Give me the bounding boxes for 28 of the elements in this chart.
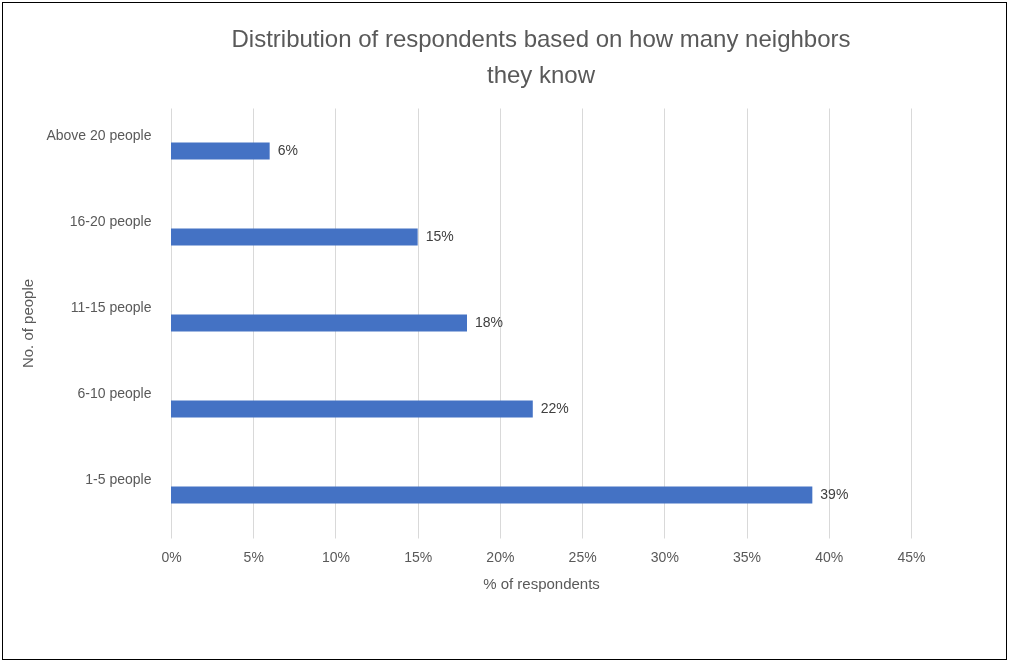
bar (171, 228, 418, 246)
x-tick-label: 45% (897, 548, 926, 565)
x-tick-label: 10% (321, 548, 350, 565)
y-tick-label: Above 20 people (46, 127, 152, 143)
x-tick-label: 0% (161, 548, 182, 565)
x-tick-label: 30% (650, 548, 679, 565)
data-label: 39% (820, 486, 849, 502)
x-tick-label: 25% (568, 548, 597, 565)
y-tick-label: 11-15 people (70, 299, 152, 315)
data-label: 18% (475, 314, 504, 330)
y-axis-title: No. of people (19, 278, 37, 369)
chart-title: Distribution of respondents based on how many neighbors they know (231, 25, 851, 88)
bar (171, 142, 270, 160)
bar (171, 400, 533, 418)
y-tick-label: 16-20 people (69, 213, 152, 229)
x-tick-label: 20% (486, 548, 515, 565)
data-label: 6% (277, 142, 298, 158)
x-tick-label: 40% (815, 548, 844, 565)
y-tick-label: 1-5 people (85, 471, 152, 487)
x-tick-label: 15% (404, 548, 433, 565)
bar (171, 486, 813, 504)
data-label: 22% (540, 400, 569, 416)
x-axis-title: % of respondents (483, 574, 600, 592)
x-tick-label: 5% (243, 548, 264, 565)
bar (171, 314, 467, 332)
x-tick-label: 35% (733, 548, 762, 565)
y-tick-label: 6-10 people (77, 385, 152, 401)
data-label: 15% (425, 228, 454, 244)
